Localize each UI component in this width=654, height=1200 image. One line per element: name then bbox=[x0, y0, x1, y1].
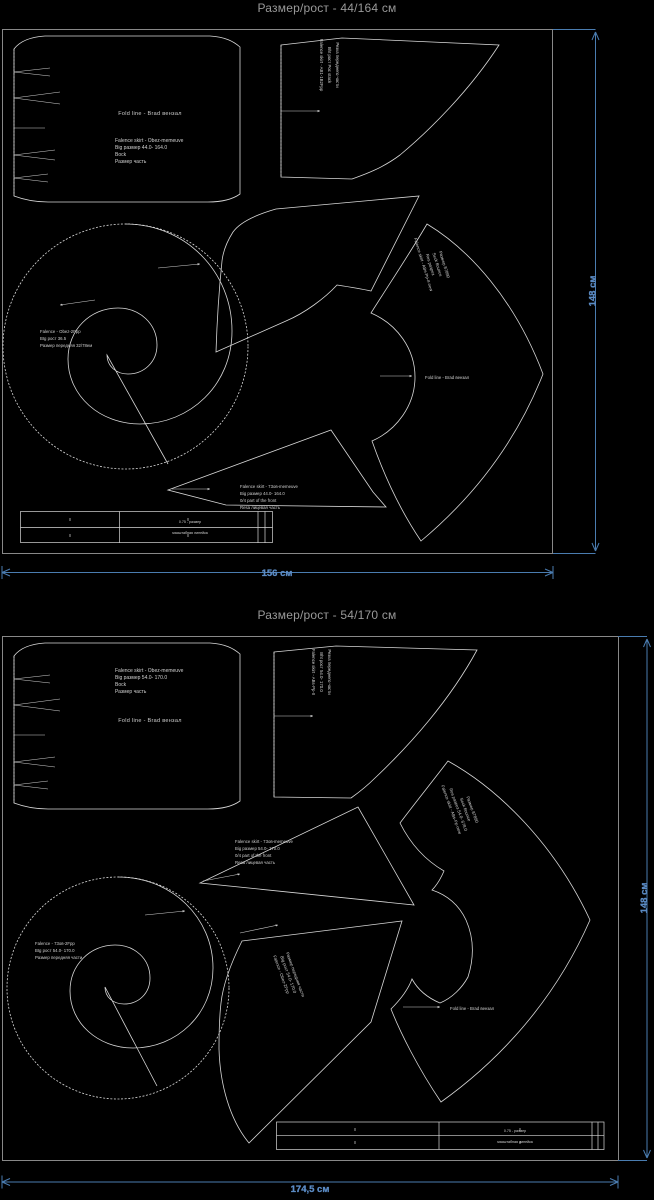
svg-text:Resa лицевая часть: Resa лицевая часть bbox=[235, 860, 276, 865]
svg-text:Fold line - Brad вензал: Fold line - Brad вензал bbox=[450, 1006, 495, 1011]
svg-text:174,5 см: 174,5 см bbox=[291, 1184, 330, 1195]
svg-text:Big размер 44.0- 164.0: Big размер 44.0- 164.0 bbox=[240, 491, 285, 496]
svg-text:Bht рост 54.0- 170.0: Bht рост 54.0- 170.0 bbox=[319, 652, 324, 692]
svg-text:0.75 - размер: 0.75 - размер bbox=[504, 1129, 526, 1133]
svg-text:Размер часть: Размер часть bbox=[115, 159, 147, 165]
svg-text:Резка переднего части: Резка переднего части bbox=[327, 649, 332, 695]
svg-text:Fаlеnce skirt - 73ов-memeuve: Fаlеnce skirt - 73ов-memeuve bbox=[235, 839, 294, 844]
svg-text:Fаlеnce - 73ов-2Fpp: Fаlеnce - 73ов-2Fpp bbox=[35, 941, 75, 946]
svg-text:156 см: 156 см bbox=[262, 568, 293, 579]
svg-text:Fаlеnce skirt - ABs-Pp-II: Fаlеnce skirt - ABs-Pp-II bbox=[311, 649, 316, 695]
svg-text:Fаlеnce skirt - 73ов-memeuve: Fаlеnce skirt - 73ов-memeuve bbox=[240, 484, 299, 489]
svg-text:Размер передняя 32/78ем: Размер передняя 32/78ем bbox=[40, 343, 92, 348]
svg-text:148 см: 148 см bbox=[639, 883, 650, 914]
svg-text:Fаlеnce skirt - Obez-memeuve: Fаlеnce skirt - Obez-memeuve bbox=[115, 138, 184, 144]
svg-text:Fold line - Brad вензал: Fold line - Brad вензал bbox=[118, 111, 181, 117]
svg-text:Fаlеnce skirt - Obez-memeuve: Fаlеnce skirt - Obez-memeuve bbox=[115, 668, 184, 674]
svg-text:Размер часть: Размер часть bbox=[115, 689, 147, 695]
svg-text:BIg рост 54.0- 170.0: BIg рост 54.0- 170.0 bbox=[35, 948, 75, 953]
svg-text:148 см: 148 см bbox=[588, 276, 599, 307]
svg-text:масштабная линейка: масштабная линейка bbox=[172, 531, 208, 535]
svg-text:Big размер 54.0- 170.0: Big размер 54.0- 170.0 bbox=[115, 675, 167, 681]
svg-text:0.75 - размер: 0.75 - размер bbox=[179, 520, 201, 524]
svg-text:0/4 part of the front: 0/4 part of the front bbox=[235, 853, 272, 858]
svg-text:Размер передняя части: Размер передняя части bbox=[35, 955, 83, 960]
svg-text:Bht рост Poc stack: Bht рост Poc stack bbox=[327, 47, 332, 84]
svg-text:Bock: Bock bbox=[115, 152, 127, 158]
svg-text:Fold line - Brad вензал: Fold line - Brad вензал bbox=[118, 718, 181, 724]
svg-text:Резка переднего части: Резка переднего части bbox=[335, 42, 340, 88]
svg-text:0/4 part of the front: 0/4 part of the front bbox=[240, 498, 277, 503]
svg-text:Fаlеnce - Obez-2Fpp: Fаlеnce - Obez-2Fpp bbox=[40, 329, 81, 334]
svg-text:Bock: Bock bbox=[115, 682, 127, 688]
svg-text:масштабная линейка: масштабная линейка bbox=[497, 1140, 533, 1144]
svg-text:Big размер 44.0- 164.0: Big размер 44.0- 164.0 bbox=[115, 145, 167, 151]
svg-text:Размер/рост - 44/164 см: Размер/рост - 44/164 см bbox=[258, 1, 397, 15]
svg-text:Big размер 54.0- 170.0: Big размер 54.0- 170.0 bbox=[235, 846, 280, 851]
svg-text:BIg рост 36.5: BIg рост 36.5 bbox=[40, 336, 67, 341]
svg-text:Fold line - Brad вензал: Fold line - Brad вензал bbox=[425, 375, 470, 380]
svg-text:Fаlеnce skirt - AB1-1B2Fpp: Fаlеnce skirt - AB1-1B2Fpp bbox=[319, 39, 324, 92]
svg-text:Размер/рост - 54/170 см: Размер/рост - 54/170 см bbox=[258, 608, 397, 622]
svg-text:Resa лицевая часть: Resa лицевая часть bbox=[240, 505, 281, 510]
